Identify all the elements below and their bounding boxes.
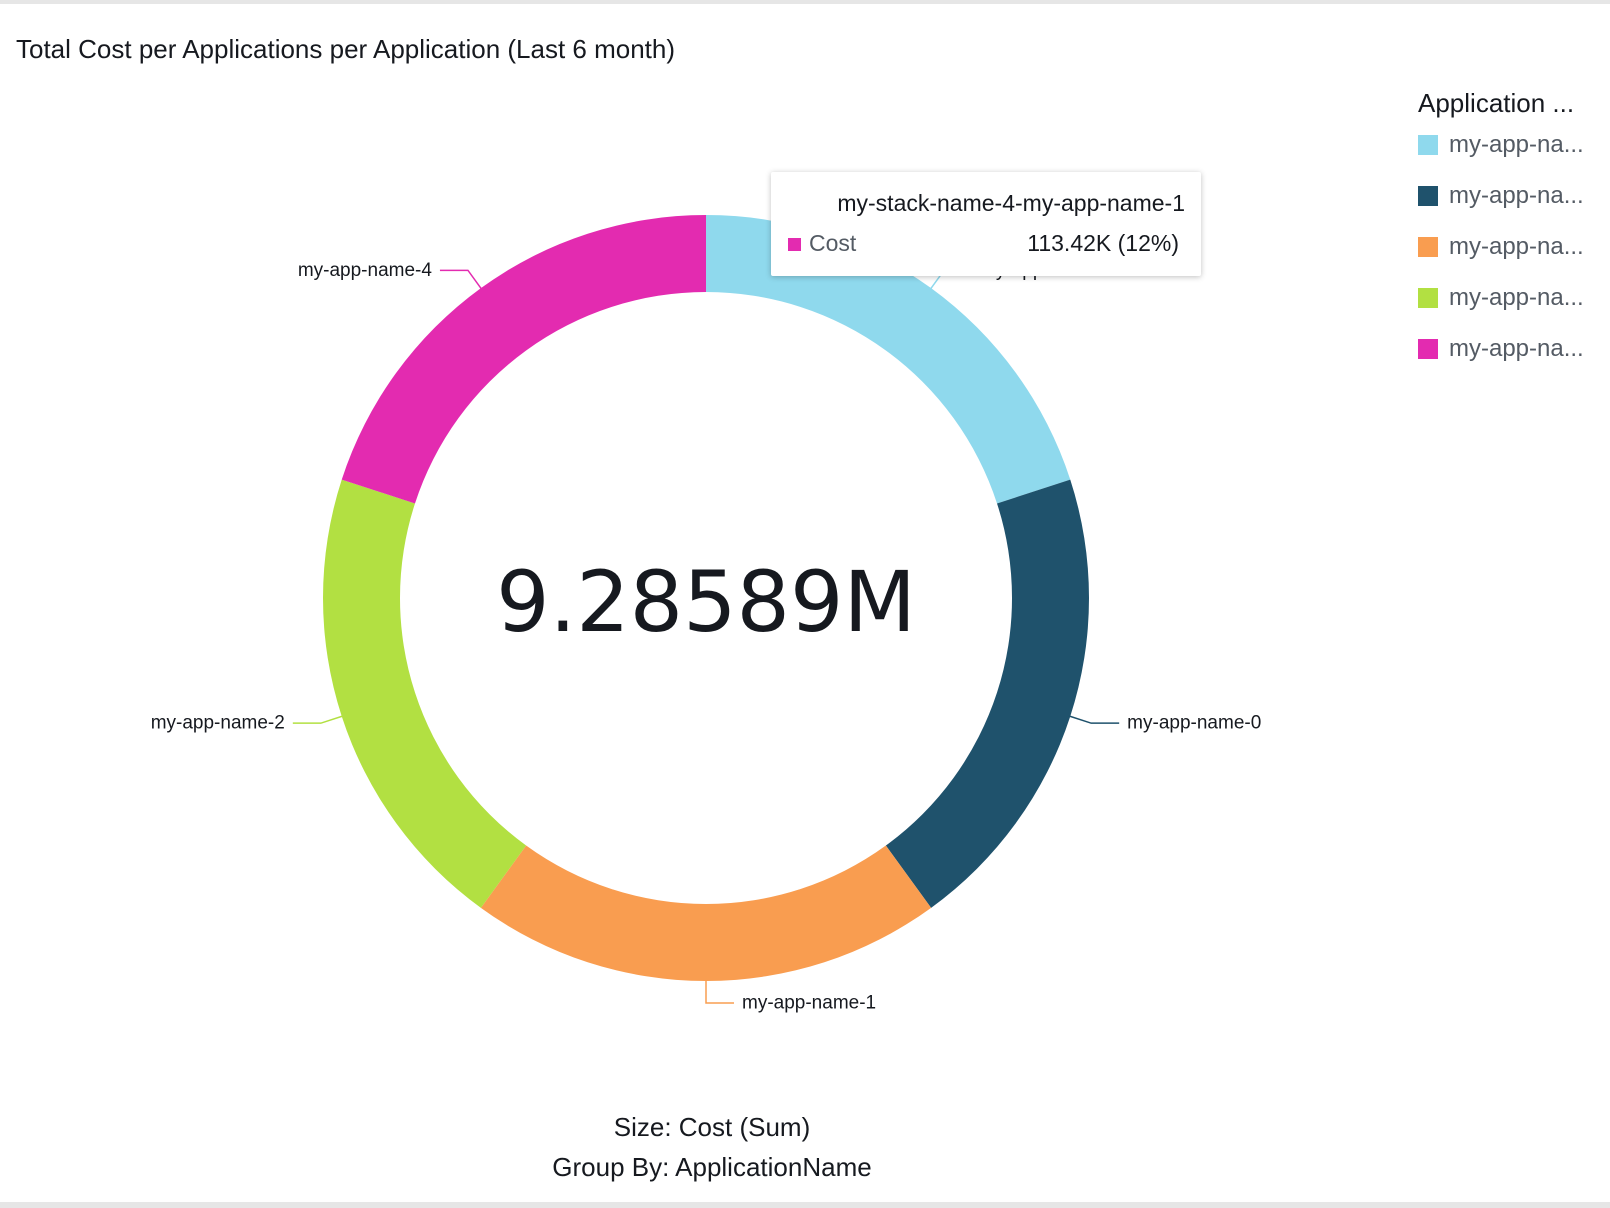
- slice-label: my-app-name-0: [1127, 713, 1261, 734]
- legend-swatch: [1418, 236, 1438, 257]
- size-caption: Size: Cost (Sum): [613, 1112, 811, 1142]
- legend-item[interactable]: my-app-na...: [1418, 221, 1608, 272]
- chart-title: Total Cost per Applications per Applicat…: [16, 34, 676, 64]
- legend-swatch: [1418, 287, 1438, 308]
- legend-swatch: [1418, 338, 1438, 359]
- center-total-value: 9.28589M: [496, 553, 916, 651]
- slice-label: my-app-name-4: [298, 260, 433, 281]
- tooltip-swatch: [788, 238, 801, 251]
- donut-chart: my-app-name-3my-app-name-0my-app-name-1m…: [151, 215, 1261, 1014]
- legend-item[interactable]: my-app-na...: [1418, 170, 1608, 221]
- legend-item[interactable]: my-app-na...: [1418, 119, 1608, 170]
- slice-label: my-app-name-2: [151, 713, 285, 734]
- tooltip-metric-value: 113.42K (12%): [1027, 230, 1179, 256]
- legend-label: my-app-na...: [1449, 130, 1584, 158]
- slice-leader-line: [1068, 715, 1120, 724]
- slice-leader-line: [439, 269, 483, 291]
- slice-leader-line: [292, 715, 344, 724]
- legend-label: my-app-na...: [1449, 181, 1584, 209]
- legend-item[interactable]: my-app-na...: [1418, 323, 1608, 374]
- legend: Application ... my-app-na... my-app-na..…: [1418, 88, 1608, 374]
- donut-slice-my-app-name-3[interactable]: [706, 215, 1071, 504]
- donut-slice-my-app-name-1[interactable]: [480, 845, 932, 982]
- donut-slice-my-app-name-0[interactable]: [885, 479, 1089, 908]
- top-divider: [0, 0, 1610, 4]
- legend-item[interactable]: my-app-na...: [1418, 272, 1608, 323]
- donut-slice-my-app-name-4[interactable]: [341, 215, 706, 504]
- legend-label: my-app-na...: [1449, 232, 1584, 260]
- slice-leader-line: [705, 979, 734, 1004]
- legend-swatch: [1418, 134, 1438, 155]
- legend-label: my-app-na...: [1449, 283, 1584, 311]
- donut-slice-my-app-name-2[interactable]: [323, 479, 527, 908]
- hover-tooltip: my-stack-name-4-my-app-name-1 Cost 113.4…: [771, 172, 1201, 276]
- legend-label: my-app-na...: [1449, 334, 1584, 362]
- tooltip-metric-label: Cost: [809, 230, 857, 256]
- slice-label: my-app-name-1: [742, 993, 876, 1014]
- bottom-divider: [0, 1202, 1610, 1208]
- legend-swatch: [1418, 185, 1438, 206]
- legend-title: Application ...: [1418, 88, 1575, 118]
- group-by-caption: Group By: ApplicationName: [552, 1152, 872, 1182]
- tooltip-title: my-stack-name-4-my-app-name-1: [837, 190, 1185, 216]
